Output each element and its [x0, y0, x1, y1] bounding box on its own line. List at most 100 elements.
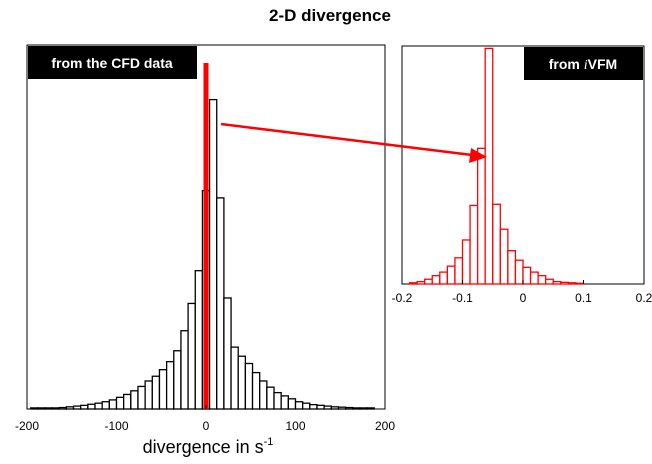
xtick-label-cfd: 200: [375, 419, 395, 433]
histogram-bar-cfd: [80, 404, 89, 410]
histogram-bar-cfd: [251, 371, 261, 410]
histogram-bar-ivfm: [484, 47, 494, 285]
histogram-bar-ivfm: [454, 257, 464, 285]
histogram-bar-ivfm: [552, 280, 562, 285]
histogram-bar-cfd: [323, 405, 332, 410]
histogram-bar-cfd: [223, 297, 232, 410]
panel-cfd: -200 -100 0 100 200 from the CFD data diverg…: [15, 44, 395, 457]
histogram-bar-cfd: [309, 403, 318, 410]
histogram-bar-cfd: [259, 380, 268, 410]
histogram-bar-ivfm: [575, 282, 585, 285]
histogram-bar-cfd: [144, 380, 153, 410]
tag-bg-ivfm: [524, 47, 643, 80]
arrow-shaft: [220, 122, 473, 157]
histogram-bar-cfd: [216, 197, 225, 410]
histogram-bar-ivfm: [545, 278, 554, 285]
histogram-bar-ivfm: [499, 228, 509, 285]
histogram-bar-ivfm: [416, 280, 426, 285]
xtick-label-ivfm: 0.1: [575, 291, 592, 305]
histogram-bar-cfd: [344, 406, 354, 410]
arrow: [220, 122, 487, 163]
tag-ivfm: from iVFM: [549, 56, 617, 73]
tag-ivfm-italic: i: [584, 58, 588, 73]
histogram-bar-cfd: [273, 391, 282, 410]
histogram-bar-cfd: [173, 350, 182, 410]
xtick-label-cfd: -100: [104, 419, 128, 433]
figure-title: 2-D divergence: [269, 6, 391, 25]
histogram-bar-cfd: [366, 407, 375, 410]
histogram-bar-cfd: [101, 401, 110, 410]
arrow-head: [469, 148, 487, 163]
histogram-bar-ivfm: [439, 271, 449, 285]
histogram-bar-ivfm: [492, 203, 501, 285]
histogram-bar-cfd: [37, 407, 46, 410]
histogram-bar-cfd: [29, 407, 39, 410]
histogram-bar-cfd: [208, 98, 218, 410]
histogram-bar-cfd: [94, 402, 103, 410]
histogram-bar-ivfm: [529, 271, 539, 285]
tag-ivfm-suffix: VFM: [588, 56, 618, 72]
xticks-ivfm: -0.2 -0.1 0 0.1 0.2: [392, 280, 652, 305]
histogram-bar-ivfm: [522, 266, 532, 285]
histogram-bar-cfd: [137, 385, 146, 410]
histogram-bar-ivfm: [560, 281, 570, 285]
histogram-bar-cfd: [280, 395, 289, 410]
histogram-bar-ivfm: [507, 250, 517, 285]
histogram-bar-cfd: [72, 405, 82, 410]
histogram-bar-ivfm: [514, 259, 524, 285]
histogram-bar-ivfm: [446, 265, 456, 285]
xtick-label-cfd: -200: [15, 419, 39, 433]
histogram-bar-cfd: [58, 406, 68, 410]
tag-cfd: from the CFD data: [51, 55, 173, 71]
xlabel-text: divergence in s: [143, 437, 264, 457]
histogram-bar-cfd: [230, 346, 239, 410]
histogram-bar-cfd: [158, 369, 168, 410]
histogram-bar-cfd: [165, 361, 175, 410]
histogram-bar-cfd: [352, 407, 361, 410]
histogram-bar-cfd: [180, 330, 189, 410]
xticks-cfd: -200 -100 0 100 200: [15, 405, 395, 433]
histogram-bar-cfd: [237, 355, 247, 410]
histogram-bar-ivfm: [424, 278, 433, 285]
histogram-bar-cfd: [337, 406, 347, 410]
histogram-bar-ivfm: [408, 282, 418, 285]
histogram-bar-cfd: [151, 375, 161, 410]
xtick-label-ivfm: 0: [520, 291, 527, 305]
histogram-bar-ivfm: [469, 204, 479, 285]
xlabel-cfd: divergence in s-1: [143, 436, 274, 457]
histogram-bar-ivfm: [567, 282, 577, 285]
xtick-label-ivfm: -0.1: [452, 291, 473, 305]
bars-cfd: [29, 98, 375, 410]
histogram-bar-cfd: [302, 402, 311, 410]
histogram-bar-cfd: [65, 406, 75, 410]
histogram-bar-cfd: [294, 401, 304, 410]
axes-frame-ivfm: [401, 45, 645, 285]
histogram-bar-ivfm: [461, 239, 471, 285]
histogram-bar-cfd: [194, 270, 204, 410]
histogram-bar-cfd: [316, 404, 325, 410]
histogram-bar-cfd: [330, 406, 340, 410]
xtick-label-ivfm: 0.2: [636, 291, 652, 305]
histogram-bar-cfd: [108, 399, 118, 410]
tag-bg-cfd: [28, 46, 197, 79]
histogram-bar-cfd: [51, 407, 60, 410]
panel-ivfm: -0.2 -0.1 0 0.1 0.2 from iVFM: [392, 45, 652, 305]
histogram-bar-cfd: [244, 362, 254, 410]
histogram-bar-ivfm: [431, 275, 441, 285]
histogram-bar-cfd: [266, 386, 275, 410]
histogram-bar-cfd: [44, 407, 53, 410]
histogram-bar-cfd: [115, 396, 125, 410]
histogram-bar-cfd: [87, 403, 96, 410]
histogram-bar-ivfm: [476, 147, 486, 285]
histogram-bar-cfd: [130, 390, 139, 410]
histogram-bar-cfd: [359, 407, 368, 410]
xlabel-superscript: -1: [264, 436, 274, 448]
xtick-label-cfd: 0: [203, 419, 210, 433]
histogram-bar-ivfm: [537, 275, 547, 285]
bars-ivfm: [408, 47, 585, 285]
xtick-label-ivfm: -0.2: [392, 291, 413, 305]
histogram-bar-cfd: [187, 302, 196, 410]
histogram-bar-cfd: [287, 398, 297, 410]
tag-ivfm-prefix: from: [549, 56, 584, 72]
